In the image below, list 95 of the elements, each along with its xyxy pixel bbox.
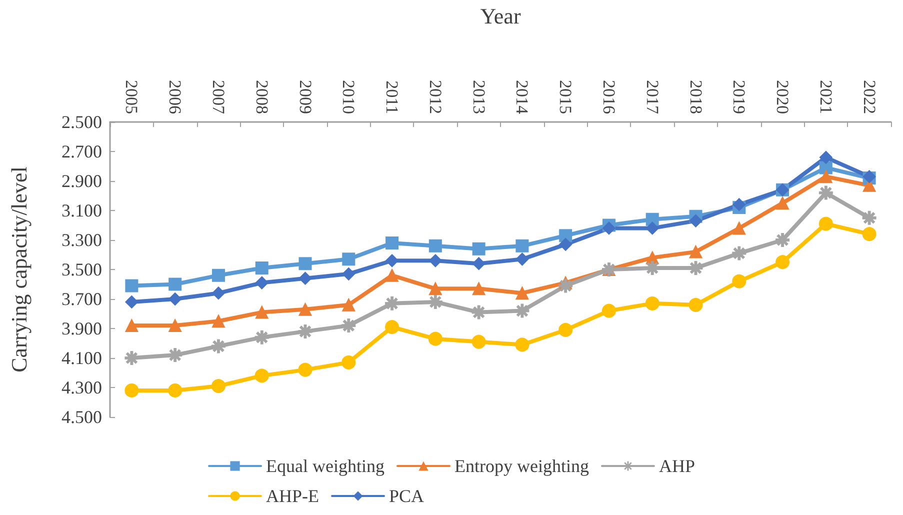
point: [386, 254, 399, 268]
y-tick-label: 2.700: [62, 142, 102, 162]
y-tick-label: 3.300: [62, 230, 102, 250]
point: [428, 254, 442, 268]
x-tick-label: 2016: [599, 80, 618, 114]
point: [689, 214, 702, 228]
legend-label: Equal weighting: [266, 456, 384, 476]
y-tick-label: 4.300: [62, 378, 102, 398]
point: [645, 296, 660, 310]
point: [168, 319, 182, 332]
point: [862, 227, 876, 242]
point: [211, 379, 226, 394]
x-tick-label: 2008: [252, 80, 272, 114]
legend-label: AHP-E: [266, 486, 320, 506]
point: [688, 298, 703, 312]
x-tick-label: 2015: [556, 80, 576, 114]
y-tick-label: 3.700: [62, 289, 102, 309]
x-tick-label: 2013: [469, 80, 488, 114]
point: [386, 268, 399, 282]
point: [516, 239, 529, 252]
point: [602, 222, 616, 235]
x-tick-label: 2010: [339, 80, 358, 114]
x-tick-label: 2009: [296, 80, 315, 114]
x-tick-label: 2021: [816, 80, 836, 114]
point: [125, 279, 138, 292]
point: [732, 222, 746, 235]
x-tick-label: 2005: [122, 80, 142, 114]
y-tick-label: 3.100: [62, 200, 102, 220]
point: [298, 257, 312, 270]
point: [819, 170, 832, 184]
x-tick-label: 2011: [382, 80, 402, 114]
point: [212, 286, 225, 300]
point: [386, 236, 399, 250]
point: [342, 267, 356, 280]
x-tick-label: 2006: [166, 80, 185, 114]
y-tick-label: 2.500: [62, 112, 102, 132]
point: [428, 282, 442, 296]
point: [732, 274, 746, 288]
point: [342, 252, 356, 266]
point: [254, 368, 269, 383]
point: [168, 383, 182, 398]
point: [818, 216, 833, 231]
point: [298, 272, 312, 285]
x-tick-label: 2012: [426, 80, 445, 114]
point: [125, 295, 138, 308]
x-tick-label: 2007: [208, 80, 228, 114]
legend-label: PCA: [389, 486, 424, 506]
point: [342, 298, 356, 312]
point: [472, 242, 486, 256]
point: [472, 282, 486, 296]
y-tick-label: 4.100: [62, 348, 102, 368]
point: [559, 238, 572, 251]
point: [298, 362, 312, 377]
point: [298, 302, 312, 316]
point: [516, 286, 529, 300]
y-tick-label: 3.500: [62, 260, 102, 280]
point: [212, 314, 225, 328]
y-tick-label: 2.900: [62, 171, 102, 191]
x-tick-label: 2020: [773, 80, 792, 114]
point: [428, 332, 442, 346]
point: [168, 278, 182, 291]
x-tick-label: 2014: [512, 80, 532, 114]
point: [515, 338, 530, 352]
point: [428, 239, 442, 252]
point: [646, 222, 659, 235]
point: [472, 257, 486, 270]
point: [819, 150, 832, 164]
point: [602, 304, 616, 318]
point: [385, 320, 400, 334]
point: [472, 334, 486, 349]
point: [559, 229, 572, 242]
point: [212, 268, 225, 282]
point: [342, 355, 356, 370]
point: [689, 245, 702, 258]
legend-label: Entropy weighting: [454, 456, 589, 476]
y-tick-label: 3.900: [62, 318, 102, 338]
point: [558, 322, 573, 337]
y-tick-label: 4.500: [62, 407, 102, 427]
point: [168, 292, 182, 306]
legend-label: AHP: [658, 456, 695, 476]
point: [776, 196, 790, 210]
x-tick-label: 2022: [860, 80, 879, 114]
point: [124, 383, 139, 398]
x-tick-label: 2017: [642, 80, 662, 114]
x-tick-label: 2019: [730, 80, 749, 114]
x-axis-title: Year: [480, 4, 522, 28]
point: [125, 319, 138, 332]
point: [255, 262, 268, 275]
x-tick-label: 2018: [686, 80, 706, 114]
y-axis-title: Carrying capacity/level: [6, 166, 32, 372]
point: [255, 306, 268, 319]
point: [732, 198, 746, 212]
point: [255, 276, 268, 290]
point: [516, 252, 529, 266]
point: [776, 255, 790, 270]
